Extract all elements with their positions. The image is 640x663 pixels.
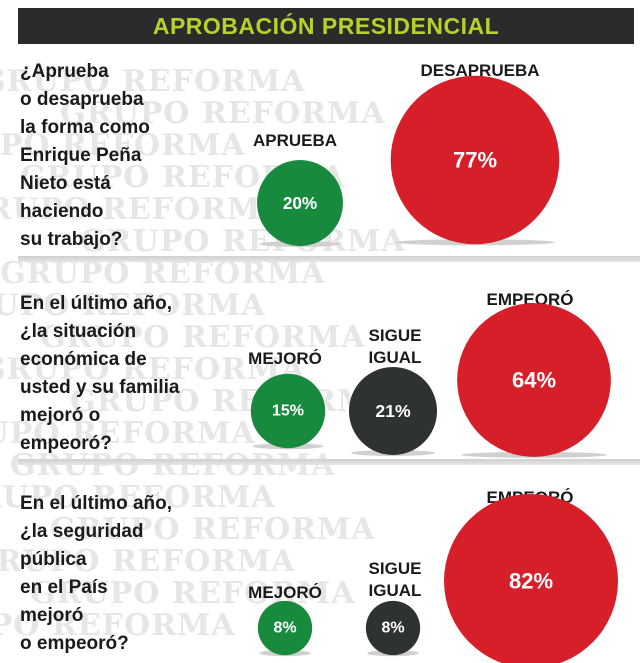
label-sigue-igual: SIGUE IGUAL: [368, 326, 422, 367]
bubble-value-label: 20%: [283, 193, 317, 213]
bubble-value-label: 15%: [272, 403, 304, 420]
bubble-0-0: [257, 160, 343, 246]
section-divider: [18, 256, 640, 262]
bubble-value-label: 64%: [512, 368, 556, 393]
header-bar: APROBACIÓN PRESIDENCIAL: [18, 8, 634, 44]
question-economy: En el último año, ¿la situación económic…: [20, 293, 180, 454]
label-aprueba: APRUEBA: [252, 131, 338, 150]
bubble-2-2: [444, 494, 618, 663]
label-empeoro: EMPEORÓ: [486, 290, 574, 309]
question-approval: ¿Aprueba o desaprueba la forma como Enri…: [20, 61, 150, 250]
bubble-2-0: [257, 600, 313, 656]
bubble-0-1: [390, 75, 560, 245]
label-sigue-igual: SIGUE IGUAL: [368, 559, 422, 600]
bubble-1-2: [457, 303, 611, 457]
bubble-1-1: [348, 366, 438, 456]
label-mejoro: MEJORÓ: [248, 583, 322, 602]
bubble-value-label: 77%: [453, 148, 497, 173]
page-title: APROBACIÓN PRESIDENCIAL: [152, 12, 500, 39]
question-security: En el último año, ¿la seguridad pública …: [20, 493, 173, 654]
section-divider: [18, 459, 640, 465]
label-mejoro: MEJORÓ: [248, 349, 322, 368]
bubble-1-0: [250, 373, 326, 449]
bubble-value-label: 8%: [381, 620, 404, 637]
bubble-value-label: 82%: [509, 569, 553, 594]
bubble-value-label: 8%: [273, 620, 296, 637]
bubble-2-1: [365, 600, 421, 656]
bubble-value-label: 21%: [375, 401, 411, 421]
label-desaprueba: DESAPRUEBA: [420, 61, 540, 80]
